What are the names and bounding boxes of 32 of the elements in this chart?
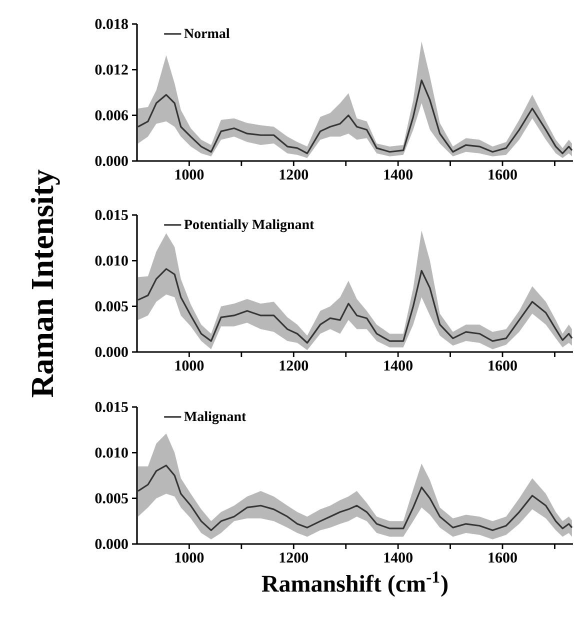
x-tick-label: 1600: [488, 170, 518, 180]
x-tick-label: 1200: [280, 360, 308, 371]
y-tick-label: 0.000: [95, 538, 128, 550]
y-tick-label: 0.000: [95, 346, 128, 358]
x-axis-title: Ramanshift (cm$^{-1}$): [262, 572, 448, 597]
y-tick-label: 0.010: [95, 448, 128, 458]
line-series: [137, 80, 573, 154]
x-tick-label: 1000: [176, 360, 204, 371]
x-tick-label: 1400: [384, 552, 413, 563]
y-tick-label: 0.018: [95, 18, 128, 30]
y-tick-label: 0.006: [95, 110, 128, 120]
x-tick-label: 1400: [384, 360, 413, 371]
y-tick-label: 0.015: [95, 402, 128, 412]
x-tick-label: 1600: [488, 360, 518, 371]
y-tick-label: 0.010: [95, 256, 128, 266]
y-tick-label: 0.005: [95, 301, 128, 312]
y-tick-label: 0.015: [95, 210, 128, 220]
y-tick-label: 0.012: [95, 64, 128, 75]
line-series: [137, 268, 573, 344]
x-tick-label: 1000: [176, 552, 204, 563]
y-tick-label: 0.000: [95, 156, 128, 166]
line-series: [137, 464, 573, 532]
y-axis-title: Raman Intensity: [30, 170, 60, 398]
x-tick-label: 1600: [488, 552, 518, 563]
legend-label: Normal: [184, 28, 230, 38]
x-tick-label: 1200: [280, 170, 308, 180]
x-tick-label: 1000: [176, 170, 204, 180]
x-tick-label: 1200: [280, 552, 308, 563]
x-tick-label: 1400: [384, 170, 413, 180]
y-tick-label: 0.005: [95, 493, 128, 504]
legend-label: Potentially Malignant: [184, 219, 314, 232]
legend-label: Malignant: [184, 411, 246, 424]
